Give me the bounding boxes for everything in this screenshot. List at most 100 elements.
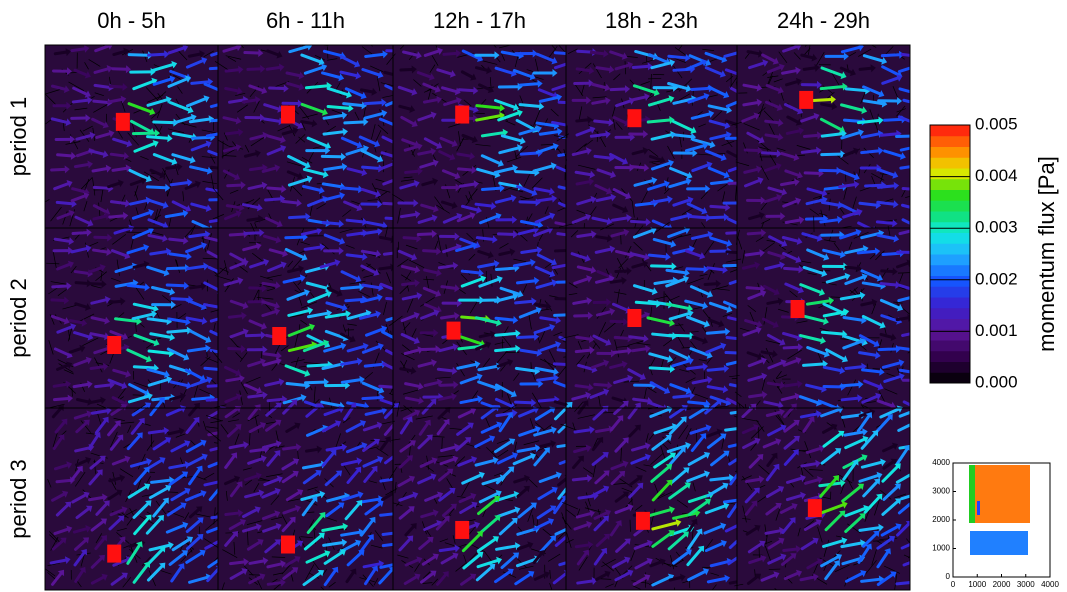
- flux-vector: [741, 405, 755, 419]
- vector-head: [725, 398, 732, 407]
- colorbar-tick-label: 0.003: [975, 218, 1018, 237]
- vector-head: [719, 70, 726, 78]
- vector-head: [761, 390, 768, 399]
- flux-vector: [248, 559, 265, 565]
- vector-head: [348, 104, 354, 113]
- colorbar-band: [930, 178, 970, 190]
- flux-vector: [475, 114, 502, 122]
- background-vector: [532, 514, 535, 528]
- background-vector: [871, 173, 885, 181]
- vector-head: [906, 259, 910, 268]
- colorbar-band: [930, 189, 970, 201]
- flux-vector: [858, 526, 881, 532]
- background-vector: [513, 372, 520, 381]
- flux-vector: [493, 440, 513, 454]
- background-vector: [574, 402, 583, 412]
- flux-vector: [779, 180, 797, 187]
- vector-head: [414, 279, 420, 288]
- flux-vector: [784, 218, 802, 225]
- background-vector: [175, 259, 180, 273]
- flux-vector: [112, 137, 130, 146]
- flux-vector: [819, 218, 840, 224]
- flux-vector: [705, 344, 724, 354]
- flux-vector: [493, 166, 515, 174]
- vector-head: [753, 487, 760, 494]
- flux-vector: [285, 382, 307, 387]
- vector-head: [762, 59, 769, 67]
- flux-vector: [75, 507, 90, 520]
- vector-head: [322, 170, 329, 179]
- background-vector: [722, 191, 726, 202]
- flux-vector: [478, 214, 499, 225]
- vector-head: [165, 484, 172, 492]
- vector-head: [534, 425, 541, 434]
- background-vector: [117, 388, 126, 399]
- flux-vector: [107, 378, 125, 388]
- vector-head: [793, 419, 800, 427]
- vector-head: [913, 226, 919, 234]
- flux-vector: [895, 261, 910, 269]
- vector-head: [235, 116, 242, 125]
- flux-vector: [365, 220, 385, 227]
- vector-head: [490, 330, 496, 339]
- flux-vector: [610, 231, 626, 238]
- background-vector: [631, 200, 635, 218]
- vector-head: [254, 506, 261, 514]
- flux-vector: [685, 61, 705, 71]
- flux-vector: [346, 311, 369, 321]
- vector-head: [877, 130, 884, 138]
- flux-vector: [111, 396, 126, 405]
- background-vector: [528, 313, 532, 330]
- vector-head: [861, 338, 868, 346]
- flux-vector: [686, 521, 696, 534]
- flux-vector: [73, 162, 90, 169]
- flux-vector: [461, 49, 481, 60]
- flux-vector: [242, 244, 259, 252]
- vector-head: [917, 376, 922, 384]
- flux-vector: [516, 446, 538, 453]
- background-vector: [712, 110, 723, 121]
- flux-vector: [52, 436, 63, 450]
- vector-head: [376, 421, 383, 430]
- vector-head: [474, 360, 481, 369]
- background-vector: [94, 92, 104, 96]
- vector-head: [339, 237, 346, 245]
- flux-vector: [287, 177, 310, 187]
- vector-head: [773, 571, 780, 579]
- vector-head: [754, 437, 761, 445]
- flux-vector: [609, 152, 626, 163]
- flux-vector: [243, 231, 261, 235]
- flux-vector: [171, 538, 191, 552]
- flux-vector: [476, 167, 498, 176]
- flux-vector: [287, 309, 310, 317]
- vector-head: [283, 84, 289, 93]
- vector-head: [493, 259, 500, 268]
- vector-head: [381, 325, 388, 333]
- background-vector: [807, 272, 817, 276]
- background-vector: [850, 286, 858, 294]
- vector-head: [512, 552, 520, 559]
- background-vector: [65, 141, 81, 145]
- flux-vector: [266, 452, 279, 467]
- background-vector: [804, 520, 815, 529]
- flux-vector: [264, 541, 279, 554]
- vector-head: [67, 260, 74, 269]
- flux-vector: [672, 394, 692, 399]
- flux-vector: [168, 463, 188, 470]
- flux-vector: [343, 405, 355, 421]
- vector-head: [166, 375, 173, 384]
- flux-vector: [571, 215, 589, 224]
- flux-vector: [593, 119, 611, 124]
- flux-vector: [647, 253, 668, 259]
- flux-vector: [284, 235, 305, 240]
- background-vector: [540, 143, 556, 146]
- flux-vector: [321, 71, 341, 79]
- vector-head: [587, 115, 593, 124]
- flux-vector: [404, 396, 421, 403]
- vector-head: [260, 64, 266, 73]
- flux-vector: [876, 399, 893, 408]
- background-vector: [429, 64, 436, 73]
- background-vector: [721, 140, 735, 147]
- flux-vector: [651, 521, 679, 531]
- region-blue: [970, 531, 1028, 555]
